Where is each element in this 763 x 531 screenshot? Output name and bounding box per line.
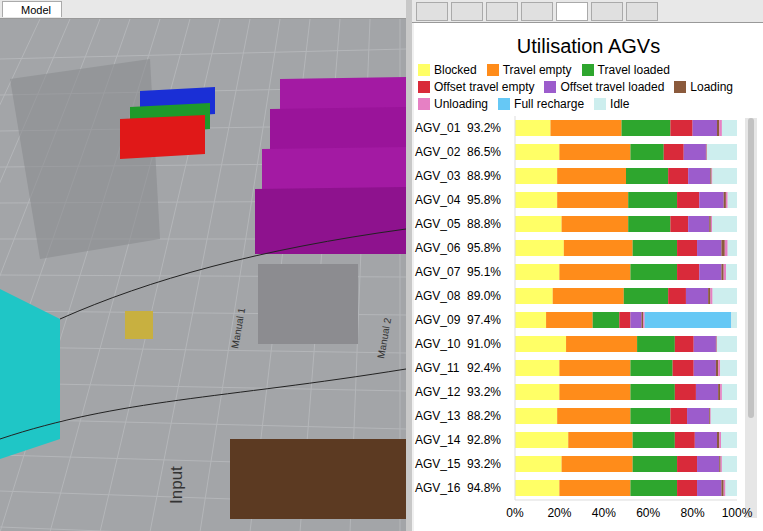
svg-text:95.8%: 95.8% [467, 241, 501, 255]
svg-text:91.0%: 91.0% [467, 337, 501, 351]
svg-text:AGV_02: AGV_02 [415, 145, 461, 159]
svg-text:40%: 40% [592, 506, 616, 520]
svg-text:AGV_16: AGV_16 [415, 481, 461, 495]
svg-text:Input: Input [167, 466, 186, 504]
html-text:Utilisation AGVs: Utilisation AGVs [516, 35, 661, 57]
svg-text:97.4%: 97.4% [467, 313, 501, 327]
svg-text:Manual 1: Manual 1 [229, 306, 247, 349]
html-text:Loading: Loading [690, 80, 733, 94]
html-text:Offset travel empty: Offset travel empty [434, 80, 535, 94]
svg-text:93.2%: 93.2% [467, 121, 501, 135]
svg-text:AGV_06: AGV_06 [415, 241, 461, 255]
svg-text:AGV_13: AGV_13 [415, 409, 461, 423]
svg-text:100%: 100% [722, 506, 753, 520]
svg-text:60%: 60% [636, 506, 660, 520]
svg-text:AGV_08: AGV_08 [415, 289, 461, 303]
svg-text:88.2%: 88.2% [467, 409, 501, 423]
html-text:Full recharge: Full recharge [514, 97, 585, 111]
html-text:Idle: Idle [610, 97, 630, 111]
svg-text:92.4%: 92.4% [467, 361, 501, 375]
svg-text:93.2%: 93.2% [467, 457, 501, 471]
svg-text:95.1%: 95.1% [467, 265, 501, 279]
svg-text:93.2%: 93.2% [467, 385, 501, 399]
html-text:Model: Model [21, 4, 51, 16]
svg-text:Manual 2: Manual 2 [375, 316, 393, 359]
svg-text:AGV_09: AGV_09 [415, 313, 461, 327]
html-text:Travel empty: Travel empty [502, 63, 572, 77]
svg-text:AGV_14: AGV_14 [415, 433, 461, 447]
svg-text:0%: 0% [506, 506, 524, 520]
svg-text:95.8%: 95.8% [467, 193, 501, 207]
svg-text:88.8%: 88.8% [467, 217, 501, 231]
svg-text:AGV_01: AGV_01 [415, 121, 461, 135]
svg-text:AGV_11: AGV_11 [415, 361, 460, 375]
svg-text:89.0%: 89.0% [467, 289, 501, 303]
svg-text:AGV_15: AGV_15 [415, 457, 461, 471]
svg-text:88.9%: 88.9% [467, 169, 501, 183]
svg-text:AGV_10: AGV_10 [415, 337, 461, 351]
svg-text:AGV_03: AGV_03 [415, 169, 461, 183]
svg-text:AGV_12: AGV_12 [415, 385, 461, 399]
svg-text:AGV_05: AGV_05 [415, 217, 461, 231]
svg-text:80%: 80% [681, 506, 705, 520]
svg-text:92.8%: 92.8% [467, 433, 501, 447]
html-text:Offset travel loaded: Offset travel loaded [560, 80, 665, 94]
html-text:Unloading: Unloading [434, 97, 488, 111]
svg-text:AGV_04: AGV_04 [415, 193, 461, 207]
html-text:Blocked: Blocked [434, 63, 477, 77]
svg-text:86.5%: 86.5% [467, 145, 501, 159]
html-text:Travel loaded: Travel loaded [597, 63, 670, 77]
svg-text:AGV_07: AGV_07 [415, 265, 461, 279]
svg-text:20%: 20% [547, 506, 571, 520]
svg-text:94.8%: 94.8% [467, 481, 501, 495]
